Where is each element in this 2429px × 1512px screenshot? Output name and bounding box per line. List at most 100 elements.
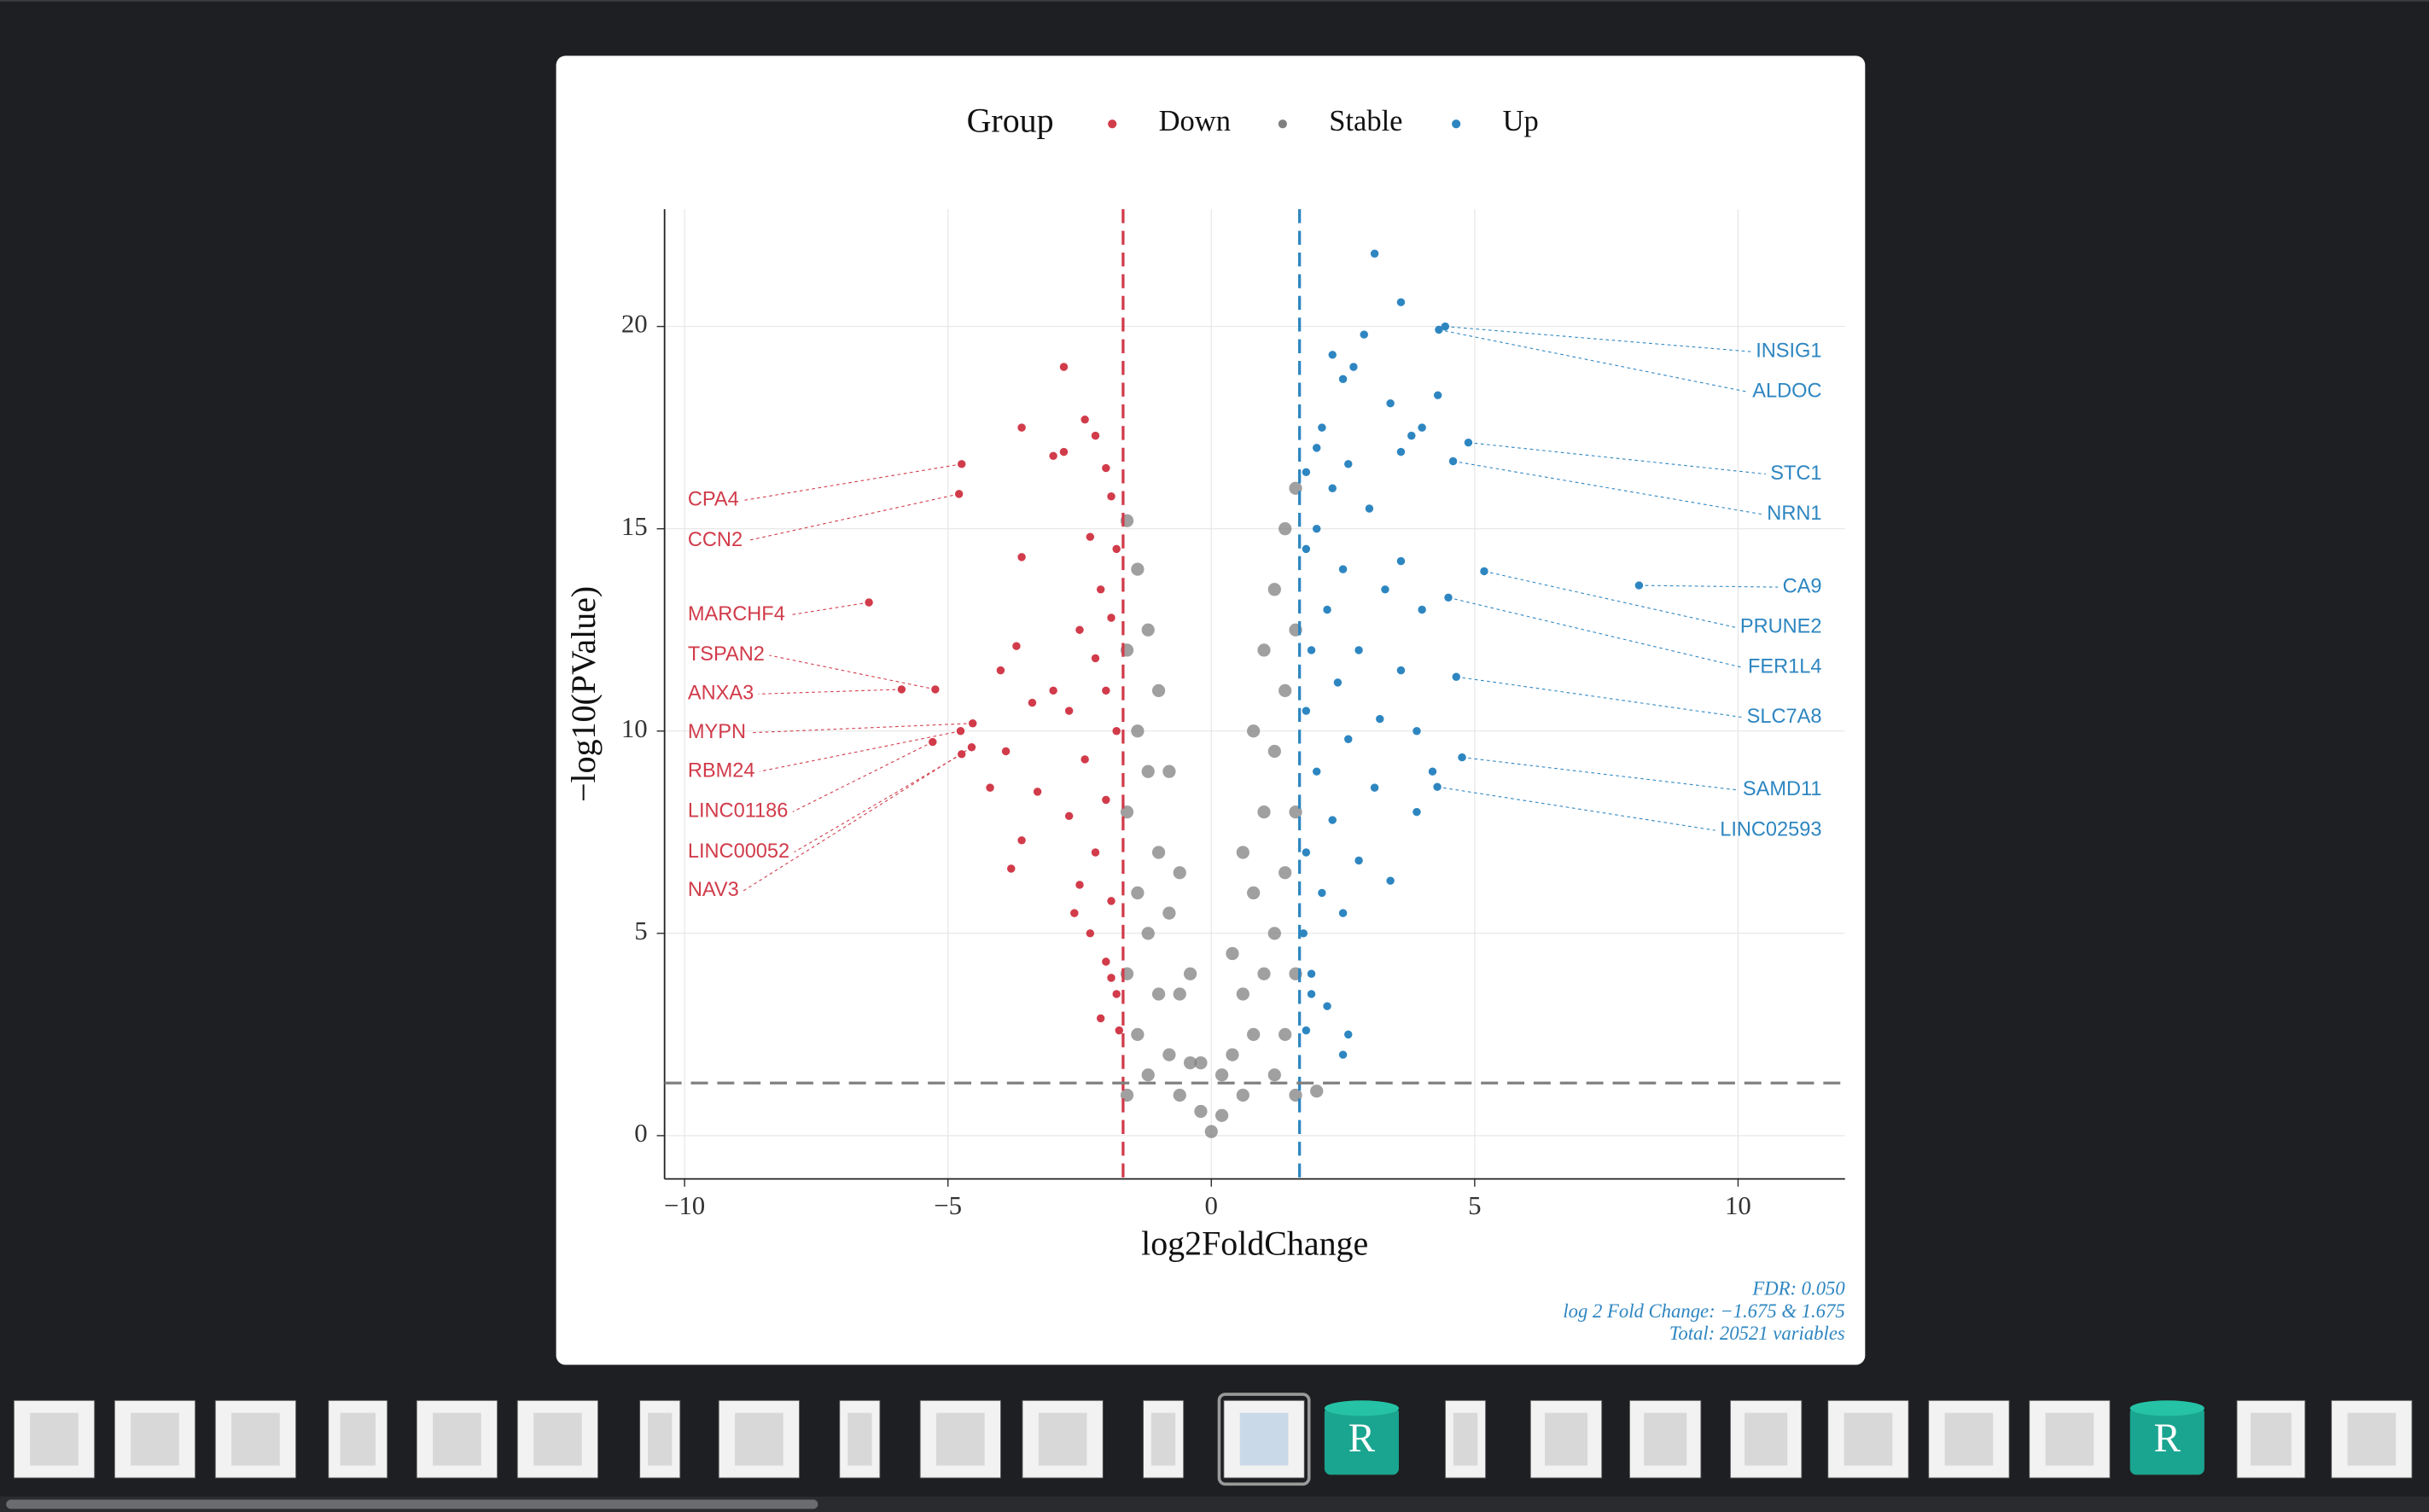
- thumbnail-content: [533, 1412, 582, 1466]
- legend-marker: [1452, 119, 1461, 129]
- labeled-point: [968, 719, 977, 728]
- gene-label: NRN1: [1767, 502, 1821, 524]
- point: [1344, 735, 1353, 743]
- gene-label: TSPAN2: [688, 643, 765, 665]
- point: [1396, 666, 1406, 675]
- labeled-point: [1441, 322, 1450, 331]
- point: [1396, 298, 1406, 306]
- point: [1386, 398, 1395, 408]
- labeled-point: [1448, 457, 1458, 466]
- x-tick-label: 5: [1468, 1191, 1481, 1220]
- thumbnail-content: [131, 1412, 179, 1466]
- point: [1214, 1068, 1229, 1082]
- point: [1289, 805, 1302, 819]
- point: [1226, 1048, 1239, 1061]
- point: [1428, 767, 1437, 776]
- thumbnail-selected-frame: [1217, 1393, 1311, 1486]
- point: [1081, 415, 1089, 424]
- point: [1344, 460, 1353, 468]
- x-tick-label: −5: [934, 1191, 962, 1220]
- point: [1141, 1068, 1155, 1082]
- point: [1183, 1055, 1197, 1070]
- gene-label: CPA4: [688, 488, 739, 510]
- point: [1413, 807, 1421, 817]
- point: [1028, 698, 1037, 707]
- point: [1247, 724, 1261, 738]
- leader-line: [1456, 676, 1743, 718]
- point: [1354, 856, 1363, 865]
- caption: log 2 Fold Change: −1.675 & 1.675: [1563, 1300, 1844, 1322]
- leader-line: [794, 753, 963, 853]
- point: [1141, 623, 1155, 637]
- x-tick-label: 0: [1205, 1191, 1218, 1220]
- labeled-point: [1458, 753, 1466, 762]
- point: [1312, 524, 1321, 533]
- labeled-point: [967, 743, 976, 752]
- x-tick-label: 10: [1725, 1191, 1751, 1220]
- point: [1386, 876, 1395, 885]
- point: [1310, 1085, 1324, 1098]
- point: [1318, 888, 1326, 898]
- top-border: [0, 0, 2429, 2]
- point: [1107, 974, 1115, 982]
- point: [1059, 363, 1069, 371]
- labeled-point: [929, 737, 937, 747]
- y-axis-title: −log10(PValue): [564, 586, 603, 802]
- thumbnail-content: [1239, 1412, 1289, 1466]
- point: [1112, 727, 1121, 736]
- series-up: [1299, 249, 1442, 1059]
- point: [1302, 707, 1311, 715]
- point: [1413, 727, 1421, 736]
- leader-line: [758, 689, 902, 695]
- labeled-point: [956, 727, 965, 736]
- point: [1267, 744, 1281, 759]
- thumbnail-content: [231, 1412, 280, 1466]
- thumbnail-content: [648, 1412, 673, 1466]
- point: [1396, 447, 1406, 457]
- point: [1096, 585, 1105, 594]
- scrollbar-thumb[interactable]: [6, 1499, 818, 1509]
- labeled-point: [865, 598, 873, 607]
- point: [1338, 1050, 1348, 1059]
- point: [1151, 846, 1166, 859]
- point: [1267, 927, 1281, 940]
- point: [1267, 583, 1281, 596]
- point: [1365, 504, 1374, 513]
- labeled-point: [1433, 782, 1442, 791]
- r-icon[interactable]: R: [2129, 1400, 2205, 1475]
- leader-line: [1461, 757, 1739, 791]
- point: [1279, 522, 1292, 536]
- gene-label: FER1L4: [1748, 655, 1821, 677]
- r-icon[interactable]: R: [1324, 1400, 1399, 1475]
- y-tick-label: 10: [621, 714, 648, 743]
- legend-label: Stable: [1329, 105, 1402, 137]
- point: [1102, 957, 1110, 966]
- point: [1323, 605, 1331, 614]
- thumbnail-content: [848, 1412, 872, 1466]
- point: [1307, 969, 1316, 978]
- point: [1236, 987, 1249, 1001]
- thumbnail-content: [2045, 1412, 2094, 1466]
- gene-label: SAMD11: [1743, 777, 1822, 800]
- point: [1433, 391, 1442, 399]
- point: [1096, 1014, 1105, 1023]
- labeled-point: [1480, 567, 1488, 576]
- point: [1131, 562, 1145, 576]
- labeled-point: [958, 750, 966, 759]
- gene-label: ALDOC: [1752, 380, 1821, 402]
- point: [1007, 864, 1016, 873]
- leader-line: [789, 602, 870, 616]
- volcano-plot: −10 −5 0 5 10 0 5 10 15 20 CPA4 CCN2 MARCHF4 TSPAN2 AN…: [564, 101, 1845, 1344]
- point: [1017, 836, 1026, 845]
- point: [1204, 1125, 1218, 1138]
- point: [1112, 990, 1121, 998]
- point: [1173, 1088, 1186, 1102]
- point: [1064, 707, 1074, 715]
- point: [1049, 451, 1057, 461]
- gene-label: CA9: [1783, 574, 1822, 596]
- leader-line: [1639, 584, 1779, 588]
- labeled-point: [954, 490, 964, 498]
- point: [1102, 795, 1110, 805]
- legend-title: Group: [967, 101, 1054, 139]
